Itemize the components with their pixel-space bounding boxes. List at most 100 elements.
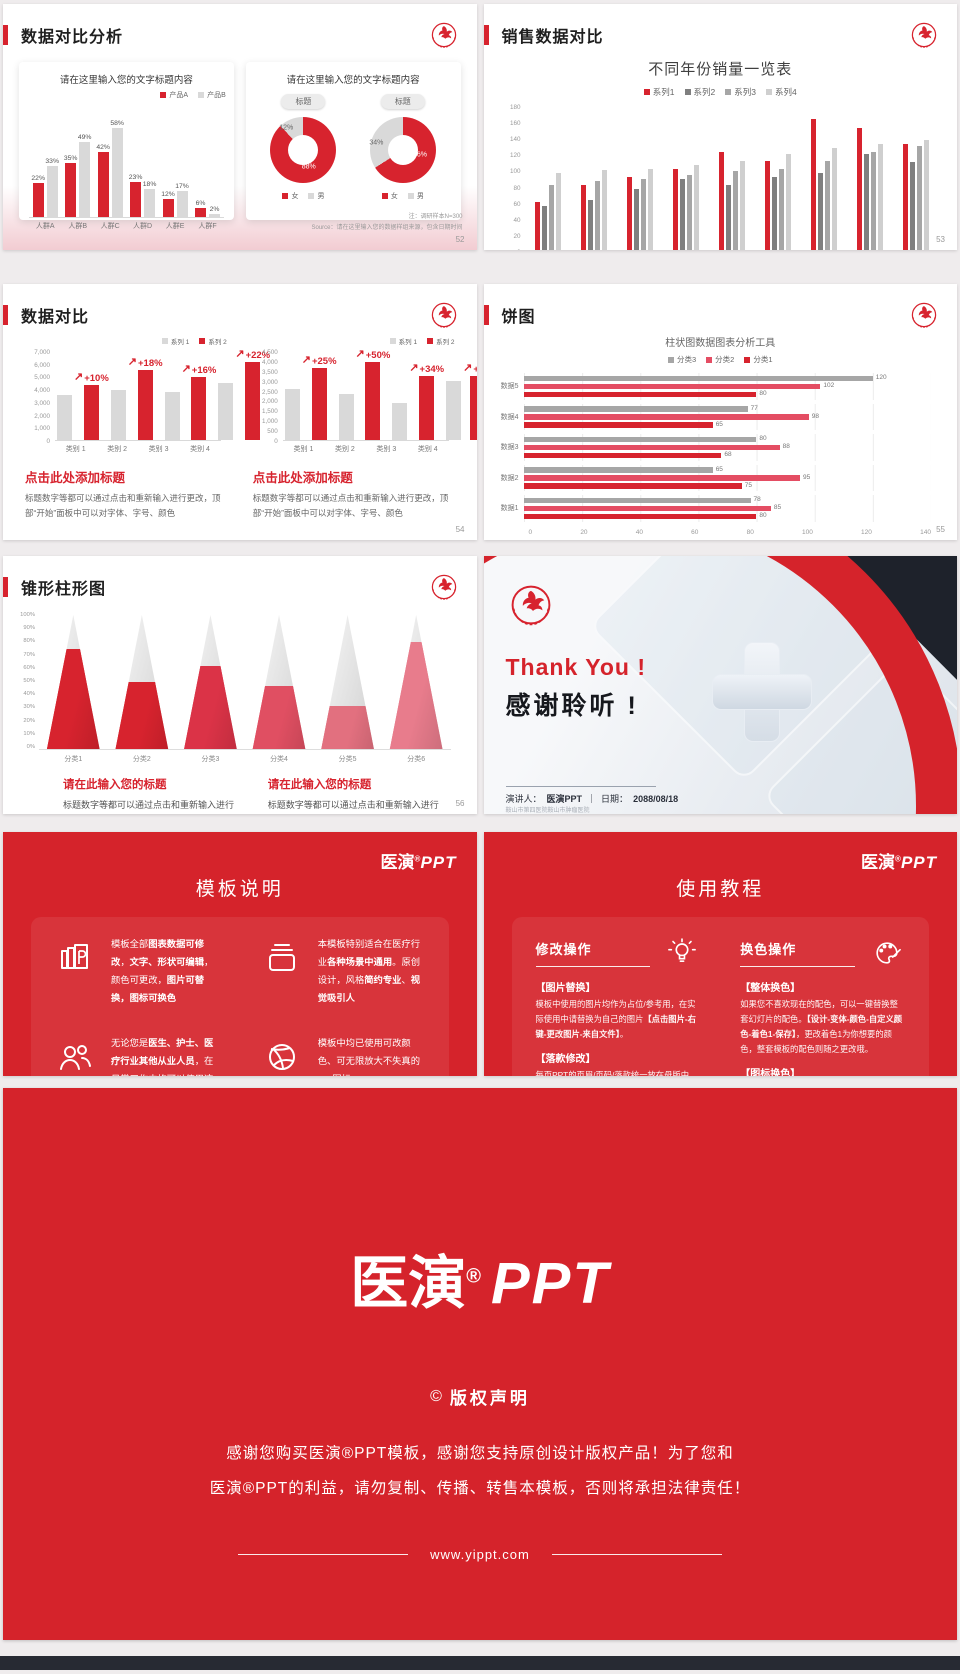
bar-column xyxy=(831,104,838,250)
divider-line xyxy=(505,786,656,787)
row-4: 医演®PPT 模板说明 模板全部图表数据可修改，文字、形状可编辑，颜色可更改，图… xyxy=(3,832,957,1076)
bar-column xyxy=(916,104,923,250)
donut-group-1: 标题 88% 12% 女男 xyxy=(270,94,337,201)
y-tick-label: 60% xyxy=(23,664,35,671)
x-tick-label: 分类6 xyxy=(407,756,426,763)
bar-line: 80 xyxy=(523,390,932,397)
y-tick-label: 90% xyxy=(23,625,35,632)
row-2: 数据对比 系列 1 系列 2 7,000 6,000 5,000 4,000 3,000 2… xyxy=(3,284,957,540)
bar xyxy=(194,208,206,217)
slice-label: 12% xyxy=(279,124,294,132)
chart-panels: 系列 1 系列 2 7,000 6,000 5,000 4,000 3,000 2,000 1… xyxy=(3,332,477,522)
cone xyxy=(115,615,169,749)
brand-ppt: PPT xyxy=(900,853,937,872)
bar xyxy=(83,385,99,440)
x-axis: 类别 1 类别 2 类别 3 类别 4 xyxy=(55,441,221,454)
bar-column: 49% xyxy=(78,118,92,217)
bar-group xyxy=(617,104,663,250)
chart-panel-right: 系列 1 系列 2 4,500 4,000 3,500 3,000 2,500 2,000 1… xyxy=(253,336,477,522)
chart-card-title: 请在这里输入您的文字标题内容 xyxy=(59,75,193,86)
bar-column xyxy=(633,104,640,250)
y-tick-label: 160 xyxy=(509,120,521,128)
bar-column xyxy=(672,104,679,250)
y-tick-label: 30% xyxy=(23,704,35,711)
bar-column xyxy=(163,349,182,440)
y-axis: 100% 90% 80% 70% 60% 50% 40% 30% 20% 10% 0% xyxy=(17,612,39,750)
block-heading: 请在此输入您的标题 xyxy=(63,779,167,791)
bar-column xyxy=(856,104,863,250)
bar-column xyxy=(778,104,785,250)
growth-label: ↗ +22% xyxy=(235,349,270,360)
x-tick-label: 分类1 xyxy=(64,756,83,763)
bar xyxy=(97,152,109,217)
bar-column: 23% xyxy=(129,118,143,217)
y-tick-label: 6,000 xyxy=(34,361,50,369)
bar-column xyxy=(785,104,792,250)
x-tick-label: 人群F xyxy=(198,223,217,230)
text-block: 点击此处添加标题 标题数字等都可以通过点击和重新输入进行更改，顶部“开始”面板中… xyxy=(25,454,227,522)
thank-you-en: Thank You ! xyxy=(505,654,646,680)
palette-icon xyxy=(869,935,905,971)
bar-column xyxy=(594,104,601,250)
x-tick-label: 人群C xyxy=(100,223,120,230)
bar-column xyxy=(923,104,930,250)
bar-column: ↗ +34% xyxy=(409,349,444,440)
bar xyxy=(392,403,408,440)
copyright-line-1: 感谢您购买医演®PPT模板，感谢您支持原创设计版权产品！为了您和 xyxy=(226,1445,734,1462)
bar xyxy=(130,182,142,217)
legend-label: 系列4 xyxy=(774,87,797,97)
bar-column xyxy=(863,104,870,250)
category-label: 数据3 xyxy=(500,444,519,452)
template-note-item: 模板中均已使用可改颜色、可无限放大不失真的svg图标 xyxy=(262,1034,425,1076)
page-number: 52 xyxy=(455,235,465,244)
site-url[interactable]: www.yippt.com xyxy=(430,1546,530,1562)
bar-column: 17% xyxy=(175,118,189,217)
bar xyxy=(110,390,126,440)
accent-bar xyxy=(483,305,489,325)
growth-arrow-icon: ↗ xyxy=(463,362,473,374)
bar-group: 35% 49% xyxy=(61,118,93,217)
slice-label: 66% xyxy=(412,151,427,159)
bar-column xyxy=(817,104,824,250)
big-brand-logo: 医演® PPT xyxy=(3,1088,957,1320)
bar-value-label: 68 xyxy=(724,451,732,458)
legend-swatch xyxy=(160,92,167,98)
accent-bar xyxy=(483,25,489,45)
legend-swatch xyxy=(389,338,396,344)
y-tick-label: 180 xyxy=(509,104,521,111)
brand-emblem-icon xyxy=(907,298,941,332)
legend-item: 女 xyxy=(381,191,398,201)
brand-ppt: PPT xyxy=(420,853,457,872)
growth-arrow-icon: ↗ xyxy=(74,371,84,383)
tutorial-column: 换色操作 【整体换色】 如果您不喜欢现在的配色，可以一键替换整套幻灯片的配色。【设计… xyxy=(740,935,905,1076)
bar-value-label: 95 xyxy=(803,473,811,481)
copyright-line-2: 医演®PPT的利益，请勿复制、传播、转售本模板，否则将承担法律责任！ xyxy=(209,1479,751,1497)
text-segment: 文字、形状可编辑 xyxy=(129,957,205,968)
donut-group-2: 标题 66% 34% 女男 xyxy=(369,94,436,201)
bar-value-label: 33% xyxy=(45,158,60,165)
bar xyxy=(581,185,587,250)
y-tick-label: 500 xyxy=(267,428,278,435)
bar xyxy=(65,163,77,217)
bar-column xyxy=(534,104,541,250)
y-tick-label: 40 xyxy=(513,216,521,224)
bar-value-label: 65 xyxy=(715,465,723,473)
y-tick-label: 70% xyxy=(23,651,35,658)
brand-name: 医演 xyxy=(861,853,896,872)
slide-title: 锥形柱形图 xyxy=(21,581,107,598)
donut-tag: 标题 xyxy=(380,94,425,109)
growth-value: +50% xyxy=(365,349,391,361)
brand-ppt: PPT xyxy=(490,1251,610,1316)
legend-item: 系列 2 xyxy=(199,336,227,346)
block-heading: 【图标换色】 xyxy=(740,1068,801,1076)
red-slide-title: 模板说明 xyxy=(195,879,284,900)
x-tick-label: 分类5 xyxy=(338,756,357,763)
bars-row: ↗+25%↗+50%↗+34%↗+5% xyxy=(282,349,477,441)
page-number: 53 xyxy=(936,235,945,244)
text-segment: 。 xyxy=(619,1028,629,1039)
registered-mark: ® xyxy=(466,1265,481,1288)
bar-group: ↗ +16% xyxy=(163,349,216,440)
growth-value: +5% xyxy=(473,363,477,375)
cone-column xyxy=(313,612,382,749)
copyright-text: 感谢您购买医演®PPT模板，感谢您支持原创设计版权产品！为了您和 医演®PPT的… xyxy=(3,1437,957,1507)
